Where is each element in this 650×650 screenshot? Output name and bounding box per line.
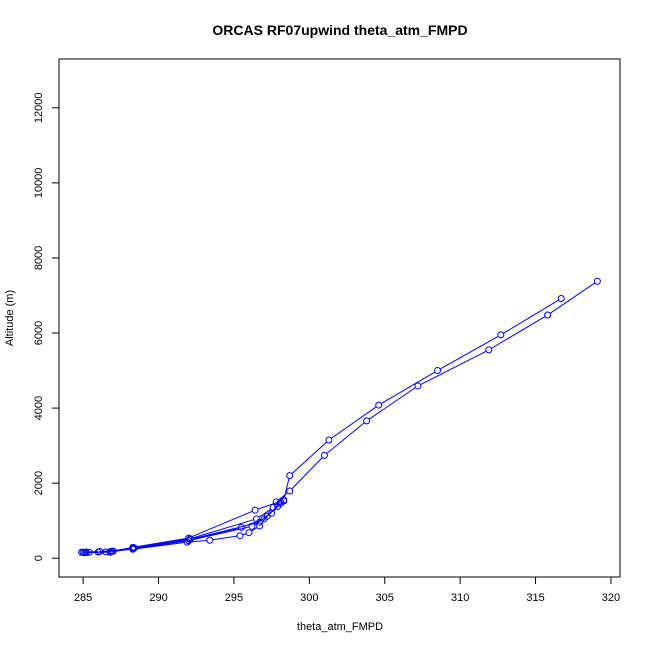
series-line-segment — [192, 519, 254, 539]
series-line-segment — [114, 547, 131, 552]
series-line-segment — [135, 537, 186, 548]
series-line-segment — [549, 282, 596, 314]
x-tick-label: 295 — [225, 592, 243, 604]
data-point — [363, 417, 371, 425]
data-point — [557, 294, 565, 302]
y-tick-label: 6000 — [33, 321, 45, 345]
data-point — [206, 536, 214, 544]
data-point — [320, 451, 328, 459]
data-point — [185, 534, 193, 542]
data-point — [245, 529, 253, 537]
data-point — [434, 367, 442, 375]
series-line-segment — [135, 539, 188, 549]
y-axis: 0 2000 4000 6000 8000 10000 12000 — [33, 93, 59, 561]
data-point — [253, 515, 261, 523]
series-7 — [272, 277, 601, 506]
series-line-segment — [326, 422, 365, 454]
data-point — [286, 472, 294, 480]
series-line-segment — [331, 406, 377, 439]
data-point — [497, 331, 505, 339]
x-tick-label: 285 — [74, 592, 92, 604]
y-tick-label: 0 — [33, 555, 45, 561]
data-point — [375, 401, 383, 409]
series-line-segment — [137, 538, 188, 548]
series-line-segment — [503, 299, 559, 334]
x-tick-label: 310 — [451, 592, 469, 604]
data-point — [251, 506, 259, 514]
series-line-segment — [212, 535, 238, 541]
series-line-segment — [89, 550, 109, 553]
series-6 — [82, 294, 565, 557]
series-layer — [78, 277, 601, 557]
data-point — [82, 549, 90, 557]
plot-frame — [58, 58, 621, 578]
data-point — [108, 547, 116, 555]
data-point — [325, 436, 333, 444]
data-point — [236, 532, 244, 540]
series-line-segment — [283, 478, 290, 498]
data-point — [256, 522, 264, 530]
data-point — [260, 515, 268, 523]
data-point — [485, 346, 493, 354]
series-line-segment — [420, 350, 487, 386]
y-tick-label: 10000 — [33, 168, 45, 199]
series-line-segment — [291, 457, 323, 490]
x-tick-label: 300 — [300, 592, 318, 604]
data-point — [544, 311, 552, 319]
y-axis-label: Altitude (m) — [4, 290, 16, 346]
data-point — [106, 548, 114, 556]
data-point — [78, 548, 86, 556]
x-axis: 285 290 295 300 305 310 315 320 — [74, 577, 620, 604]
data-point — [129, 543, 137, 551]
series-line-segment — [113, 547, 132, 553]
series-line-segment — [258, 508, 271, 518]
series-line-segment — [381, 371, 436, 404]
data-point — [272, 498, 280, 506]
series-line-segment — [135, 541, 185, 550]
series-line-segment — [439, 335, 499, 370]
chart-title: ORCAS RF07upwind theta_atm_FMPD — [212, 22, 467, 38]
x-tick-label: 320 — [602, 592, 620, 604]
x-tick-label: 290 — [149, 592, 167, 604]
series-line-segment — [191, 510, 253, 538]
data-point — [280, 496, 288, 504]
y-tick-label: 4000 — [33, 396, 45, 420]
series-line-segment — [491, 316, 546, 349]
y-tick-label: 2000 — [33, 471, 45, 495]
y-tick-label: 8000 — [33, 246, 45, 270]
data-point — [286, 487, 294, 495]
data-point — [593, 277, 601, 285]
series-line-segment — [191, 527, 239, 541]
series-line-segment — [251, 527, 258, 532]
series-line-segment — [242, 533, 247, 536]
series-line-segment — [192, 522, 257, 540]
series-line-segment — [257, 500, 282, 510]
data-point — [414, 382, 422, 390]
x-tick-label: 315 — [526, 592, 544, 604]
series-line-segment — [368, 387, 416, 420]
x-tick-label: 305 — [376, 592, 394, 604]
series-line-segment — [291, 441, 328, 475]
y-tick-label: 12000 — [33, 93, 45, 124]
data-point — [269, 504, 277, 512]
series-line-segment — [278, 492, 288, 501]
x-axis-label: theta_atm_FMPD — [297, 621, 383, 633]
